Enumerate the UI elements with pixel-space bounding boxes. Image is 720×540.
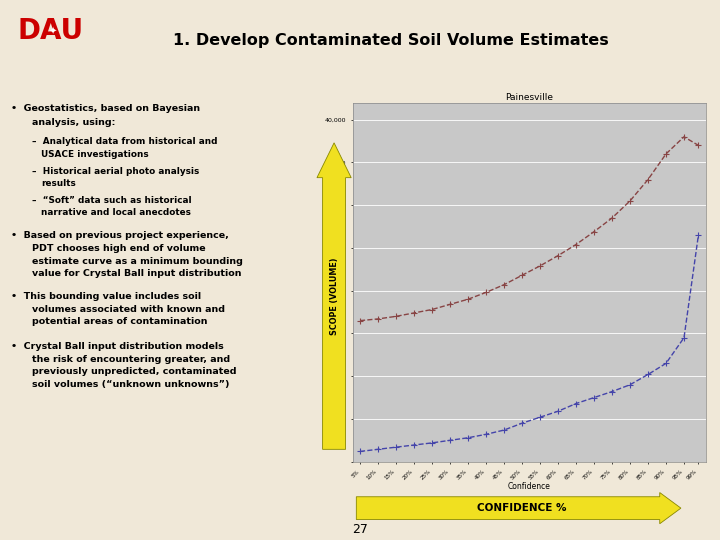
Crystal Ball Input Curve xyxy=(608,388,616,395)
Crystal Ball Input Curve xyxy=(500,427,508,433)
Text: 1. Develop Contaminated Soil Volume Estimates: 1. Develop Contaminated Soil Volume Esti… xyxy=(173,33,608,48)
Crystal Ball Input Curve xyxy=(662,360,670,367)
Line: Crystal Ball Input Curve: Crystal Ball Input Curve xyxy=(357,232,701,454)
FancyArrow shape xyxy=(356,492,681,524)
Bayesian Analysis xyxy=(518,272,526,279)
Bayesian Analysis xyxy=(536,262,544,269)
Text: potential areas of contamination: potential areas of contamination xyxy=(32,317,207,326)
Crystal Ball Input Curve xyxy=(410,442,418,448)
Text: volumes associated with known and: volumes associated with known and xyxy=(32,305,225,314)
Text: •  Based on previous project experience,: • Based on previous project experience, xyxy=(11,231,229,240)
Text: soil volumes (“unknown unknowns”): soil volumes (“unknown unknowns”) xyxy=(32,380,230,389)
Crystal Ball Input Curve xyxy=(590,394,598,401)
Bayesian Analysis xyxy=(694,142,703,149)
Crystal Ball Input Curve xyxy=(572,400,580,407)
Crystal Ball Input Curve xyxy=(482,431,490,437)
Crystal Ball Input Curve xyxy=(428,440,436,446)
Text: the risk of encountering greater, and: the risk of encountering greater, and xyxy=(32,355,230,364)
Text: •  Crystal Ball input distribution models: • Crystal Ball input distribution models xyxy=(11,342,223,352)
Text: results: results xyxy=(41,179,76,188)
Text: PDT chooses high end of volume: PDT chooses high end of volume xyxy=(32,244,206,253)
Crystal Ball Input Curve xyxy=(694,232,703,238)
Crystal Ball Input Curve xyxy=(518,420,526,427)
Crystal Ball Input Curve xyxy=(356,448,364,455)
Text: analysis, using:: analysis, using: xyxy=(32,118,115,127)
Bayesian Analysis xyxy=(464,296,472,302)
Bayesian Analysis xyxy=(554,252,562,259)
Crystal Ball Input Curve xyxy=(536,414,544,421)
Crystal Ball Input Curve xyxy=(374,446,382,453)
Text: •  This bounding value includes soil: • This bounding value includes soil xyxy=(11,292,201,301)
Crystal Ball Input Curve xyxy=(446,437,454,443)
Bayesian Analysis xyxy=(482,289,490,296)
Text: narrative and local anecdotes: narrative and local anecdotes xyxy=(41,208,191,218)
Text: •  Geostatistics, based on Bayesian: • Geostatistics, based on Bayesian xyxy=(11,104,200,113)
Text: –  “Soft” data such as historical: – “Soft” data such as historical xyxy=(32,196,192,205)
Bayesian Analysis xyxy=(608,215,616,221)
Crystal Ball Input Curve xyxy=(464,435,472,441)
Bayesian Analysis xyxy=(392,313,400,320)
FancyArrow shape xyxy=(317,143,351,449)
Text: estimate curve as a minimum bounding: estimate curve as a minimum bounding xyxy=(32,256,243,266)
Bayesian Analysis xyxy=(374,316,382,322)
Text: CONFIDENCE %: CONFIDENCE % xyxy=(477,503,567,513)
Bayesian Analysis xyxy=(410,310,418,316)
Bayesian Analysis xyxy=(680,133,688,140)
Text: value for Crystal Ball input distribution: value for Crystal Ball input distributio… xyxy=(32,269,241,278)
Text: SCOPE (VOLUME): SCOPE (VOLUME) xyxy=(330,258,338,335)
Bayesian Analysis xyxy=(446,301,454,308)
Bayesian Analysis xyxy=(662,151,670,157)
Text: –  Historical aerial photo analysis: – Historical aerial photo analysis xyxy=(32,166,199,176)
Text: 27: 27 xyxy=(352,523,368,536)
Crystal Ball Input Curve xyxy=(392,444,400,450)
X-axis label: Confidence: Confidence xyxy=(508,482,551,491)
Bayesian Analysis xyxy=(500,281,508,288)
Bayesian Analysis xyxy=(572,241,580,248)
Text: DAU: DAU xyxy=(18,17,84,45)
Title: Painesville: Painesville xyxy=(505,93,553,102)
Bayesian Analysis xyxy=(626,198,634,204)
Bayesian Analysis xyxy=(356,318,364,324)
Line: Bayesian Analysis: Bayesian Analysis xyxy=(357,134,701,323)
Crystal Ball Input Curve xyxy=(644,372,652,378)
Text: USACE investigations: USACE investigations xyxy=(41,150,148,159)
Bayesian Analysis xyxy=(428,306,436,313)
Crystal Ball Input Curve xyxy=(626,381,634,388)
Crystal Ball Input Curve xyxy=(680,334,688,341)
Text: –  Analytical data from historical and: – Analytical data from historical and xyxy=(32,137,217,146)
Crystal Ball Input Curve xyxy=(554,408,562,415)
Text: previously unpredicted, contaminated: previously unpredicted, contaminated xyxy=(32,367,236,376)
Bayesian Analysis xyxy=(590,228,598,235)
Text: ✦: ✦ xyxy=(49,26,57,37)
Bayesian Analysis xyxy=(644,176,652,183)
